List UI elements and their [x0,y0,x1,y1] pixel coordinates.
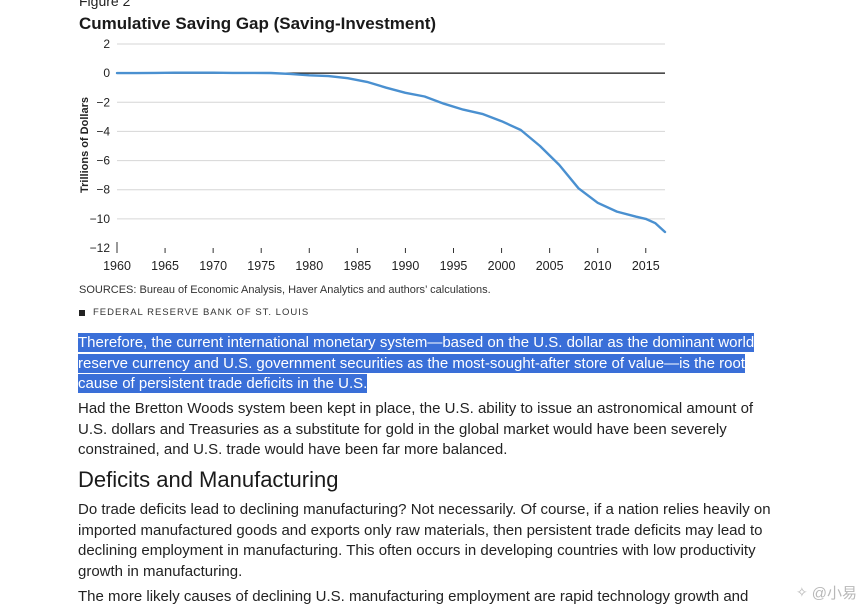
y-axis-label: Trillions of Dollars [79,97,91,193]
paragraph-causes: The more likely causes of declining U.S.… [78,588,749,605]
y-tick-label: −4 [96,124,110,138]
selected-paragraph[interactable]: Therefore, the current international mon… [78,333,778,395]
publisher-name: FEDERAL RESERVE BANK OF ST. LOUIS [93,307,310,318]
grid-lines [117,43,665,220]
x-tick-label: 1965 [151,259,179,273]
sources-note: SOURCES: Bureau of Economic Analysis, Ha… [79,284,491,296]
tick-labels: 2 0 −2 −4 −6 −8 −10 −12 1960 1965 1970 1975 1980 1985… [90,37,660,273]
paragraph-manufacturing: Do trade deficits lead to declining manu… [78,501,771,580]
x-tick-label: 2000 [488,259,516,273]
axes [116,242,647,253]
text-selection[interactable]: Therefore, the current international mon… [78,333,755,394]
x-tick-label: 1995 [440,259,468,273]
section-heading: Deficits and Manufacturing [78,467,339,492]
series-line [115,71,667,234]
y-tick-label: −12 [90,241,111,255]
y-tick-label: −8 [96,183,110,197]
x-tick-label: 1985 [343,259,371,273]
x-tick-label: 2015 [632,259,660,273]
square-bullet-icon [79,309,85,316]
y-tick-label: −6 [96,154,110,168]
publisher-line: FEDERAL RESERVE BANK OF ST. LOUIS [79,307,309,318]
x-tick-label: 1960 [103,259,131,273]
y-tick-label: −2 [96,95,110,109]
x-tick-label: 2005 [536,259,564,273]
y-tick-label: 2 [103,37,110,51]
y-tick-label: 0 [103,66,110,80]
watermark-text: @小易 [811,585,857,602]
x-tick-label: 2010 [584,259,612,273]
y-tick-label: −10 [90,212,111,226]
chart-title: Cumulative Saving Gap (Saving-Investment… [79,14,437,33]
x-tick-label: 1970 [199,259,227,273]
saving-gap-chart: 2 0 −2 −4 −6 −8 −10 −12 1960 1965 1970 1975 1980 1985… [79,37,667,273]
x-tick-label: 1980 [295,259,323,273]
watermark: ✧ @小易 [796,582,857,603]
x-tick-label: 1990 [392,259,420,273]
figure-label: Figure 2 [79,0,131,9]
watermark-logo-icon: ✧ [796,584,808,600]
series-layer [115,71,667,234]
paragraph-bretton-woods: Had the Bretton Woods system been kept i… [78,400,754,459]
x-tick-label: 1975 [247,259,275,273]
